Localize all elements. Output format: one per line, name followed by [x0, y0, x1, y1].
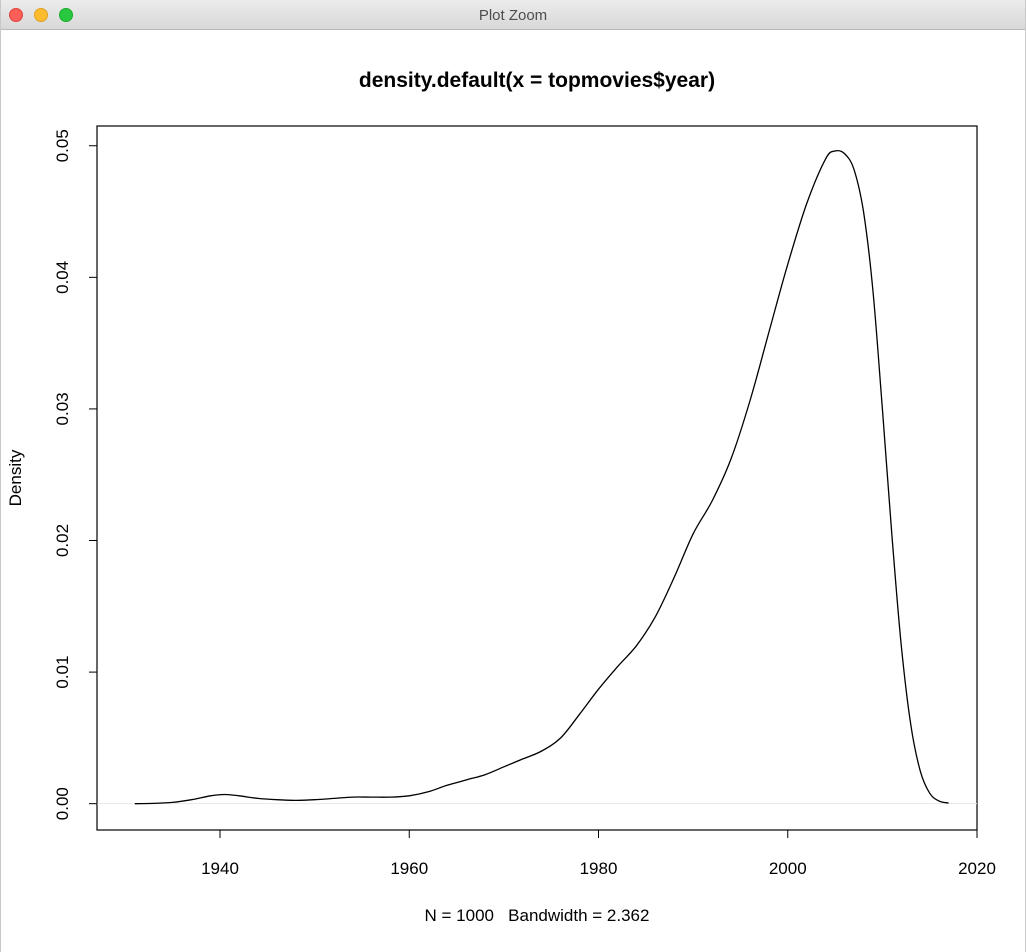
zoom-button[interactable] [59, 8, 73, 22]
y-tick-label: 0.05 [53, 129, 72, 162]
title-bar[interactable]: Plot Zoom [1, 0, 1025, 30]
chart-title: density.default(x = topmovies$year) [359, 69, 715, 92]
minimize-button[interactable] [34, 8, 48, 22]
x-tick-label: 2020 [958, 859, 996, 878]
close-button[interactable] [9, 8, 23, 22]
plot-frame [96, 125, 978, 831]
y-tick-label: 0.03 [53, 392, 72, 425]
y-tick-label: 0.00 [53, 787, 72, 820]
x-tick-label: 1960 [390, 859, 428, 878]
y-tick-label: 0.04 [53, 261, 72, 294]
y-axis: 0.00 0.01 0.02 0.03 0.04 0.05 [53, 129, 98, 820]
x-tick-label: 1980 [580, 859, 618, 878]
y-tick-label: 0.01 [53, 656, 72, 689]
x-axis-label: N = 1000 Bandwidth = 2.362 [425, 906, 650, 925]
x-axis: 1940 1960 1980 2000 2020 [201, 829, 996, 878]
density-curve [134, 149, 949, 805]
x-tick-label: 1940 [201, 859, 239, 878]
window-title: Plot Zoom [478, 7, 548, 24]
y-tick-label: 0.02 [53, 524, 72, 557]
x-tick-label: 2000 [769, 859, 807, 878]
y-axis-label: Density [6, 449, 25, 506]
